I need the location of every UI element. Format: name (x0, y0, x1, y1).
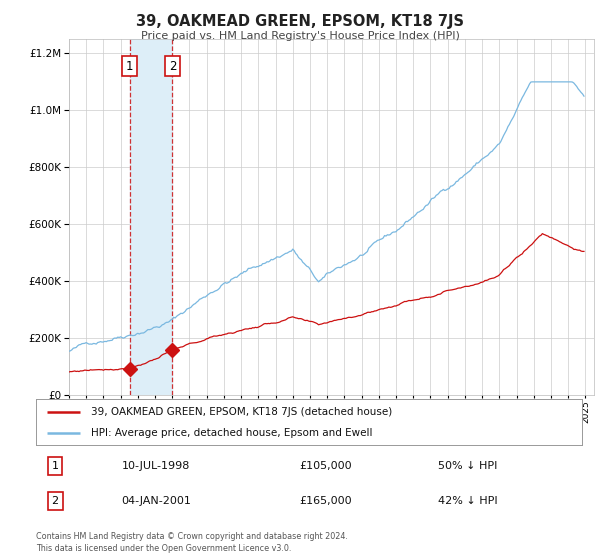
Text: 39, OAKMEAD GREEN, EPSOM, KT18 7JS (detached house): 39, OAKMEAD GREEN, EPSOM, KT18 7JS (deta… (91, 407, 392, 417)
Text: 2: 2 (169, 60, 176, 73)
Text: HPI: Average price, detached house, Epsom and Ewell: HPI: Average price, detached house, Epso… (91, 428, 372, 438)
Text: 39, OAKMEAD GREEN, EPSOM, KT18 7JS: 39, OAKMEAD GREEN, EPSOM, KT18 7JS (136, 14, 464, 29)
Text: 04-JAN-2001: 04-JAN-2001 (121, 496, 191, 506)
Text: £105,000: £105,000 (299, 461, 352, 471)
Text: £165,000: £165,000 (299, 496, 352, 506)
Text: 2: 2 (52, 496, 59, 506)
Text: 1: 1 (52, 461, 59, 471)
Text: 10-JUL-1998: 10-JUL-1998 (122, 461, 190, 471)
Text: 42% ↓ HPI: 42% ↓ HPI (437, 496, 497, 506)
Text: 1: 1 (126, 60, 134, 73)
Bar (130, 39, 172, 395)
Text: Contains HM Land Registry data © Crown copyright and database right 2024.
This d: Contains HM Land Registry data © Crown c… (36, 533, 348, 553)
Text: Price paid vs. HM Land Registry's House Price Index (HPI): Price paid vs. HM Land Registry's House … (140, 31, 460, 41)
Text: 50% ↓ HPI: 50% ↓ HPI (437, 461, 497, 471)
